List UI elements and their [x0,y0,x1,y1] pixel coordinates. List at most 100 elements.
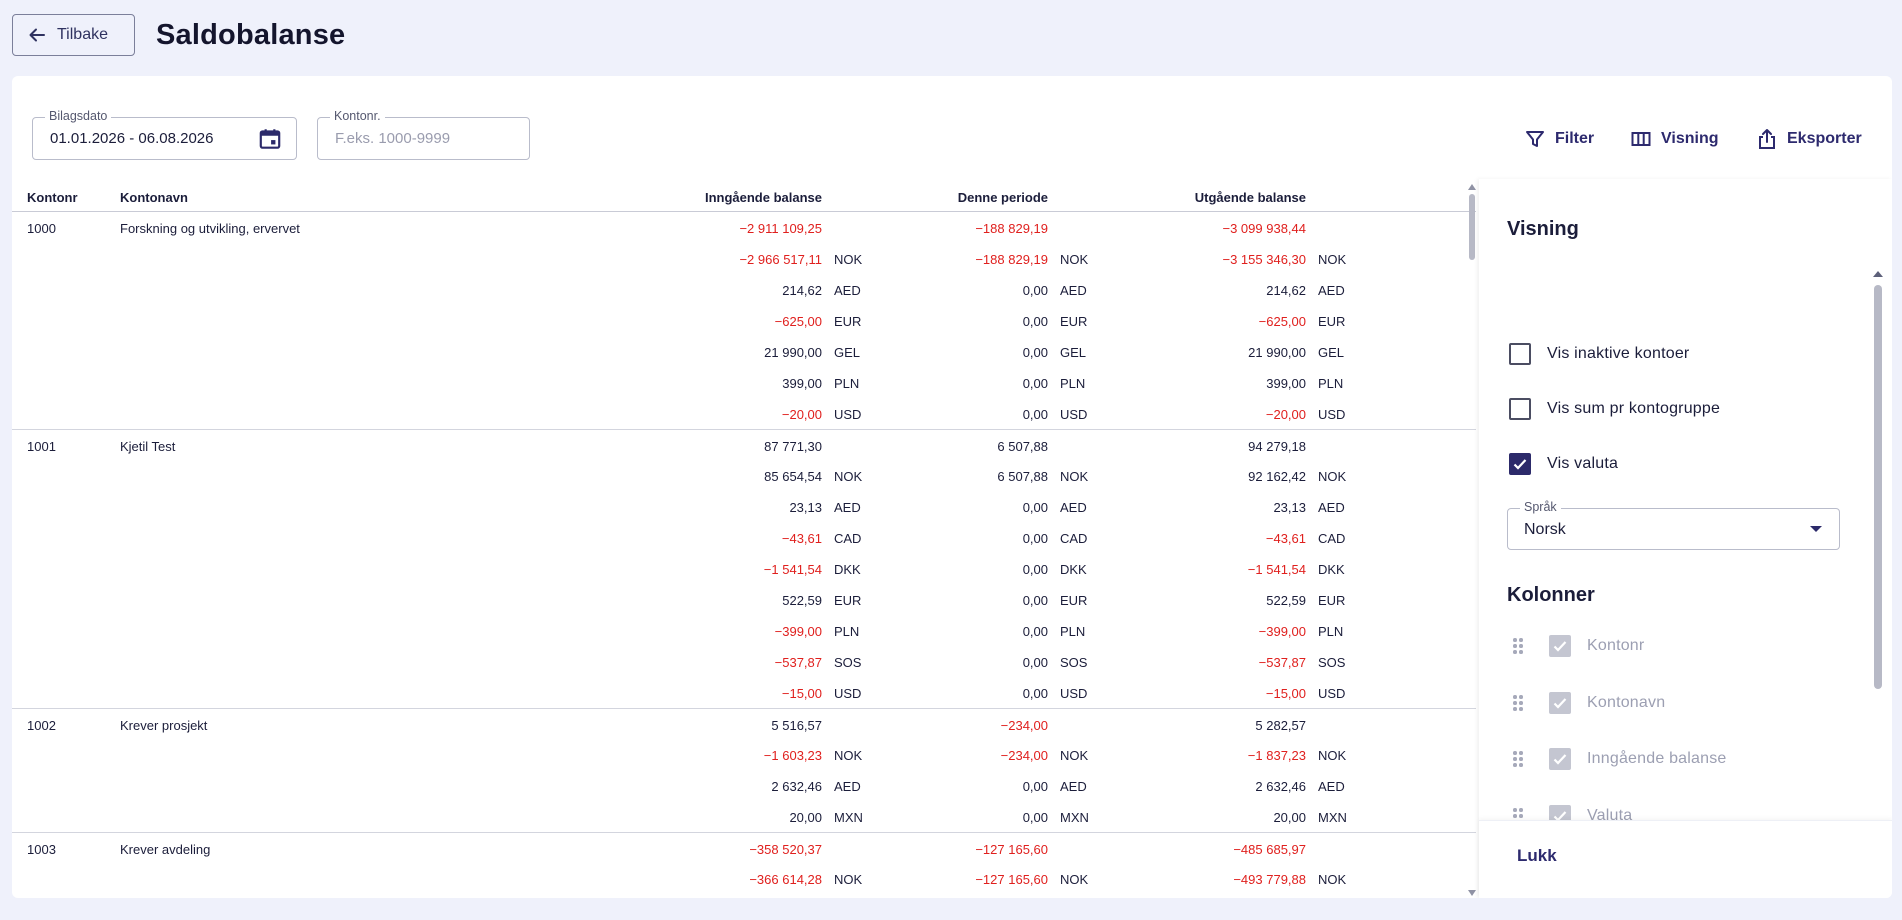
closing-balance-cell: −1 837,23 [1247,748,1306,763]
closing-currency-cell: EUR [1318,314,1346,329]
table-row[interactable]: −2 966 517,11 NOK −188 829,19 NOK −3 155 346… [12,243,1476,274]
scroll-up-arrow[interactable] [1468,184,1476,190]
account-number-label: Kontonr. [330,109,385,123]
period-cell: −234,00 [1000,718,1048,733]
table-row[interactable]: 399,00 PLN 0,00 PLN 399,00 PLN [12,367,1476,398]
opening-balance-cell: 214,62 [782,283,822,298]
scroll-down-arrow[interactable] [1468,890,1476,896]
opening-balance-cell: −625,00 [774,314,822,329]
period-cell: 6 507,88 [997,469,1048,484]
table-row[interactable]: 2 632,46 AED 0,00 AED 2 632,46 AED [12,770,1476,801]
opening-balance-cell: 85 654,54 [764,469,822,484]
account-name-cell: Forskning og utvikling, ervervet [120,221,300,236]
columns-title: Kolonner [1507,584,1595,606]
table-row[interactable]: 1002 Krever prosjekt 5 516,57 −234,00 5 282,… [12,708,1476,739]
period-cell: 0,00 [1022,314,1048,329]
closing-currency-cell: AED [1318,500,1345,515]
panel-scrollbar[interactable] [1872,269,1884,803]
closing-balance-cell: 2 632,46 [1255,779,1306,794]
period-currency-cell: PLN [1060,624,1086,639]
column-option[interactable]: Kontonavn [1513,692,1665,714]
opening-currency-cell: NOK [834,252,863,267]
arrow-left-icon [29,28,45,42]
period-cell: 0,00 [1022,562,1048,577]
period-cell: −127 165,60 [975,842,1048,857]
table-row[interactable]: −15,00 USD 0,00 USD −15,00 USD [12,677,1476,708]
table-row[interactable]: −1 541,54 DKK 0,00 DKK −1 541,54 DKK [12,553,1476,584]
close-button[interactable]: Lukk [1517,846,1557,865]
table-row[interactable]: −625,00 EUR 0,00 EUR −625,00 EUR [12,305,1476,336]
col-header-period[interactable]: Denne periode [957,190,1048,205]
checkmark-icon [1553,698,1567,709]
opening-currency-cell: NOK [834,469,863,484]
opening-balance-cell: −366 614,28 [749,872,822,887]
table-row[interactable]: 21 990,00 GEL 0,00 GEL 21 990,00 GEL [12,336,1476,367]
opening-balance-cell: 399,00 [782,376,822,391]
option-label: Vis valuta [1547,455,1619,472]
checkmark-icon [1553,641,1567,652]
table-row[interactable]: 23,13 AED 0,00 AED 23,13 AED [12,491,1476,522]
closing-currency-cell: NOK [1318,748,1347,763]
closing-currency-cell: GEL [1318,345,1345,360]
checkbox-disabled [1549,635,1571,657]
table-row[interactable]: −43,61 CAD 0,00 CAD −43,61 CAD [12,522,1476,553]
scroll-up-arrow[interactable] [1873,271,1883,277]
language-select[interactable]: Språk Norsk [1507,500,1840,550]
page-header: Tilbake Saldobalanse [12,14,345,56]
table-scroll-thumb[interactable] [1469,194,1475,260]
col-header-account-number[interactable]: Kontonr [27,190,78,205]
table-row[interactable]: −366 614,28 NOK −127 165,60 NOK −493 779,88 N… [12,863,1476,894]
dropdown-arrow-icon [1810,526,1822,532]
opening-balance-cell: 87 771,30 [764,439,822,454]
period-currency-cell: EUR [1060,314,1088,329]
period-cell: 0,00 [1022,686,1048,701]
back-button[interactable]: Tilbake [12,14,135,56]
column-option[interactable]: Kontonr [1513,635,1644,657]
panel-scroll-thumb[interactable] [1874,285,1882,689]
period-currency-cell: EUR [1060,593,1088,608]
col-header-account-name[interactable]: Kontonavn [120,190,188,205]
table-row[interactable]: −20,00 USD 0,00 USD −20,00 USD [12,398,1476,429]
table-row[interactable]: 85 654,54 NOK 6 507,88 NOK 92 162,42 NOK [12,460,1476,491]
table-row[interactable]: 522,59 EUR 0,00 EUR 522,59 EUR [12,584,1476,615]
option-sum-per-group[interactable]: Vis sum pr kontogruppe [1509,398,1720,420]
view-button[interactable]: Visning [1630,126,1719,152]
column-option[interactable]: Inngående balanse [1513,748,1727,770]
table-row[interactable]: −1 603,23 NOK −234,00 NOK −1 837,23 NOK [12,739,1476,770]
checkbox[interactable] [1509,398,1531,420]
opening-currency-cell: CAD [834,531,862,546]
period-currency-cell: USD [1060,407,1088,422]
opening-currency-cell: GEL [834,345,861,360]
col-header-opening-balance[interactable]: Inngående balanse [704,190,822,205]
table-row[interactable]: 20,00 MXN 0,00 MXN 20,00 MXN [12,801,1476,832]
date-range-field[interactable]: Bilagsdato 01.01.2026 - 06.08.2026 [32,109,297,160]
opening-currency-cell: EUR [834,314,862,329]
period-cell: 0,00 [1022,376,1048,391]
checkbox[interactable] [1509,343,1531,365]
table-row[interactable]: 1001 Kjetil Test 87 771,30 6 507,88 94 279,1… [12,429,1476,460]
main-card: Bilagsdato 01.01.2026 - 06.08.2026 Konto… [12,76,1892,898]
filter-button[interactable]: Filter [1524,126,1594,152]
option-show-inactive[interactable]: Vis inaktive kontoer [1509,343,1689,365]
period-currency-cell: GEL [1060,345,1087,360]
checkbox-checked[interactable] [1509,453,1531,475]
table-row[interactable]: 1000 Forskning og utvikling, ervervet −2 9… [12,212,1476,243]
table-row[interactable]: 1003 Krever avdeling −358 520,37 −127 165,6… [12,832,1476,863]
table-header: Kontonr Kontonavn Inngående balanse Denn… [12,182,1476,212]
drag-handle-icon[interactable] [1513,695,1523,711]
export-button[interactable]: Eksporter [1756,126,1862,152]
table-scrollbar[interactable] [1466,182,1478,898]
col-header-closing-balance[interactable]: Utgående balanse [1194,190,1306,205]
drag-handle-icon[interactable] [1513,751,1523,767]
calendar-icon[interactable] [257,126,283,152]
opening-currency-cell: USD [834,686,862,701]
table-row[interactable]: −399,00 PLN 0,00 PLN −399,00 PLN [12,615,1476,646]
table-row[interactable]: −537,87 SOS 0,00 SOS −537,87 SOS [12,646,1476,677]
table-row[interactable]: 214,62 AED 0,00 AED 214,62 AED [12,274,1476,305]
drag-handle-icon[interactable] [1513,638,1523,654]
account-number-field[interactable]: Kontonr. F.eks. 1000-9999 [317,109,530,160]
option-show-currency[interactable]: Vis valuta [1509,453,1618,475]
closing-balance-cell: 21 990,00 [1248,345,1306,360]
period-cell: 0,00 [1022,407,1048,422]
closing-balance-cell: 92 162,42 [1248,469,1306,484]
